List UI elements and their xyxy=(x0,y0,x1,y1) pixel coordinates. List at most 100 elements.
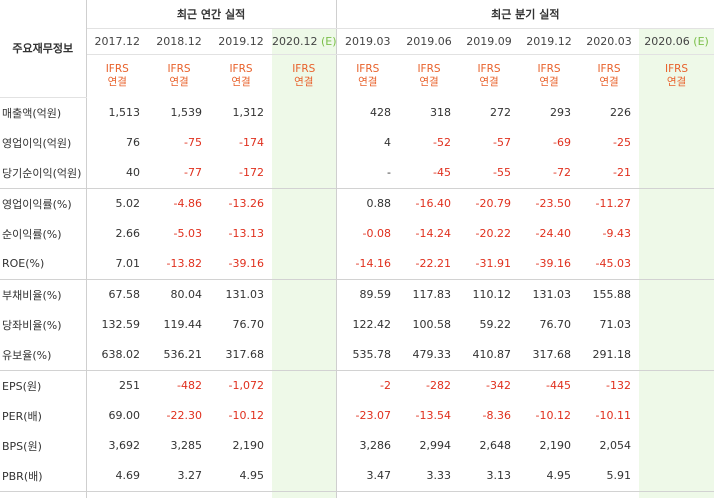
period-header: 2020.06 (E) xyxy=(639,28,714,55)
value-cell: -13.54 xyxy=(415,409,452,422)
period-header: 2019.12 xyxy=(210,28,272,55)
value-cell: 2,648 xyxy=(479,439,512,452)
value-cell: -10.12 xyxy=(535,409,572,422)
value-cell: 317.68 xyxy=(225,348,265,361)
value-cell xyxy=(639,400,714,431)
value-cell: 535.78 xyxy=(335,339,400,370)
value-cell: 59.22 xyxy=(479,318,512,331)
value-cell: 119.44 xyxy=(163,318,203,331)
value-cell: 1,513 xyxy=(108,105,141,119)
row-label: PBR(배) xyxy=(0,460,87,491)
value-cell: 3,692 xyxy=(108,439,141,452)
value-cell: -45.03 xyxy=(595,257,632,270)
value-cell: 272 xyxy=(490,105,512,119)
row-label: 당기순이익(억원) xyxy=(0,157,87,188)
table-row: BPS(원) 3,692 3,285 2,190 3,286 2,994 2,648 2,19… xyxy=(0,430,714,461)
value-cell xyxy=(272,490,337,498)
value-cell xyxy=(639,157,714,188)
estimate-marker: (E) xyxy=(321,34,337,48)
value-cell: -9.43 xyxy=(602,227,632,240)
row-label: 순이익률(%) xyxy=(0,218,87,249)
value-cell: -20.79 xyxy=(459,187,520,219)
value-cell: -8.36 xyxy=(482,409,512,422)
value-cell: 4 xyxy=(335,127,400,158)
value-cell: -31.91 xyxy=(475,257,512,270)
value-cell xyxy=(639,127,714,158)
table-row: 영업이익률(%) 5.02 -4.86 -13.26 0.88 -16.40 -20.79-… xyxy=(0,187,714,219)
value-cell: -13.26 xyxy=(210,187,272,219)
value-cell xyxy=(86,490,148,498)
value-cell xyxy=(579,490,640,498)
value-cell xyxy=(639,460,714,491)
value-cell: 71.03 xyxy=(599,318,632,331)
value-cell: 0.88 xyxy=(335,187,400,219)
value-cell xyxy=(272,400,337,431)
value-cell: 40 xyxy=(126,166,140,179)
value-cell xyxy=(210,490,272,498)
row-label: EPS(원) xyxy=(0,369,87,401)
table-row: 순이익률(%) 2.66 -5.03 -13.13 -0.08 -14.24 -20.22 -… xyxy=(0,218,714,249)
value-cell: -22.21 xyxy=(415,257,452,270)
value-cell: -13.13 xyxy=(228,227,264,240)
table-row: 부채비율(%) 67.58 80.04 131.03 89.59 117.83 110.12… xyxy=(0,278,714,310)
value-cell: -482 xyxy=(148,369,210,401)
value-cell: 2,994 xyxy=(419,439,452,452)
value-cell: -172 xyxy=(239,166,264,179)
ifrs-badge: IFRS 연결 xyxy=(105,62,129,88)
value-cell: 3.27 xyxy=(177,469,203,482)
table-row: PBR(배) 4.69 3.27 4.95 3.47 3.33 3.13 4.95 5.91 xyxy=(0,460,714,491)
value-cell: 117.83 xyxy=(399,278,460,310)
table-row: 영업이익(억원) 76 -75 -174 4 -52 -57 -69 -25 xyxy=(0,127,714,158)
table-row: 당좌비율(%) 132.59 119.44 76.70 122.42 100.58 59.2… xyxy=(0,309,714,340)
value-cell xyxy=(272,278,337,310)
value-cell xyxy=(639,369,714,401)
row-label: 유보율(%) xyxy=(0,339,87,370)
ifrs-badge: IFRS 연결 xyxy=(167,62,191,88)
value-cell: 122.42 xyxy=(335,309,400,340)
table-header: 주요재무정보 최근 연간 실적 최근 분기 실적 2017.12 2018.12 2… xyxy=(0,0,714,98)
value-cell: -23.07 xyxy=(335,400,400,431)
row-label: ROE(%) xyxy=(0,248,87,279)
row-label: 당좌비율(%) xyxy=(0,309,87,340)
value-cell: 410.87 xyxy=(472,348,512,361)
value-cell: 293 xyxy=(550,105,572,119)
value-cell: -1,072 xyxy=(210,369,272,401)
value-cell: 69.00 xyxy=(108,409,141,422)
value-cell xyxy=(272,127,337,158)
value-cell: -282 xyxy=(399,369,460,401)
value-cell: 7.01 xyxy=(115,257,141,270)
value-cell: 3,286 xyxy=(335,430,400,461)
ifrs-badge: IFRS 연결 xyxy=(477,62,501,88)
value-cell xyxy=(639,490,714,498)
value-cell: 67.58 xyxy=(86,278,148,310)
value-cell: 80.04 xyxy=(148,278,210,310)
value-cell: -23.50 xyxy=(519,187,580,219)
value-cell: -39.16 xyxy=(535,257,572,270)
value-cell xyxy=(272,218,337,249)
value-cell: -132 xyxy=(579,369,640,401)
period-header: 2020.03 xyxy=(579,28,640,55)
value-cell: 3,285 xyxy=(170,439,203,452)
value-cell xyxy=(399,490,460,498)
value-cell xyxy=(272,157,337,188)
value-cell xyxy=(272,97,337,128)
value-cell: -52 xyxy=(433,136,452,149)
value-cell: -20.22 xyxy=(475,227,512,240)
value-cell xyxy=(272,248,337,279)
ifrs-badge: IFRS 연결 xyxy=(335,54,400,97)
value-cell: -57 xyxy=(493,136,512,149)
estimate-marker: (E) xyxy=(693,34,709,48)
value-cell xyxy=(639,278,714,310)
value-cell: -16.40 xyxy=(399,187,460,219)
value-cell: -45 xyxy=(433,166,452,179)
value-cell: 1,312 xyxy=(232,105,265,119)
row-label: 영업이익률(%) xyxy=(0,187,87,219)
value-cell: 2,054 xyxy=(599,439,632,452)
value-cell: -22.30 xyxy=(166,409,202,422)
value-cell xyxy=(519,490,580,498)
value-cell: 4.69 xyxy=(115,469,141,482)
value-cell: 76 xyxy=(126,136,140,149)
period-header: 2017.12 xyxy=(86,28,148,55)
value-cell xyxy=(272,369,337,401)
